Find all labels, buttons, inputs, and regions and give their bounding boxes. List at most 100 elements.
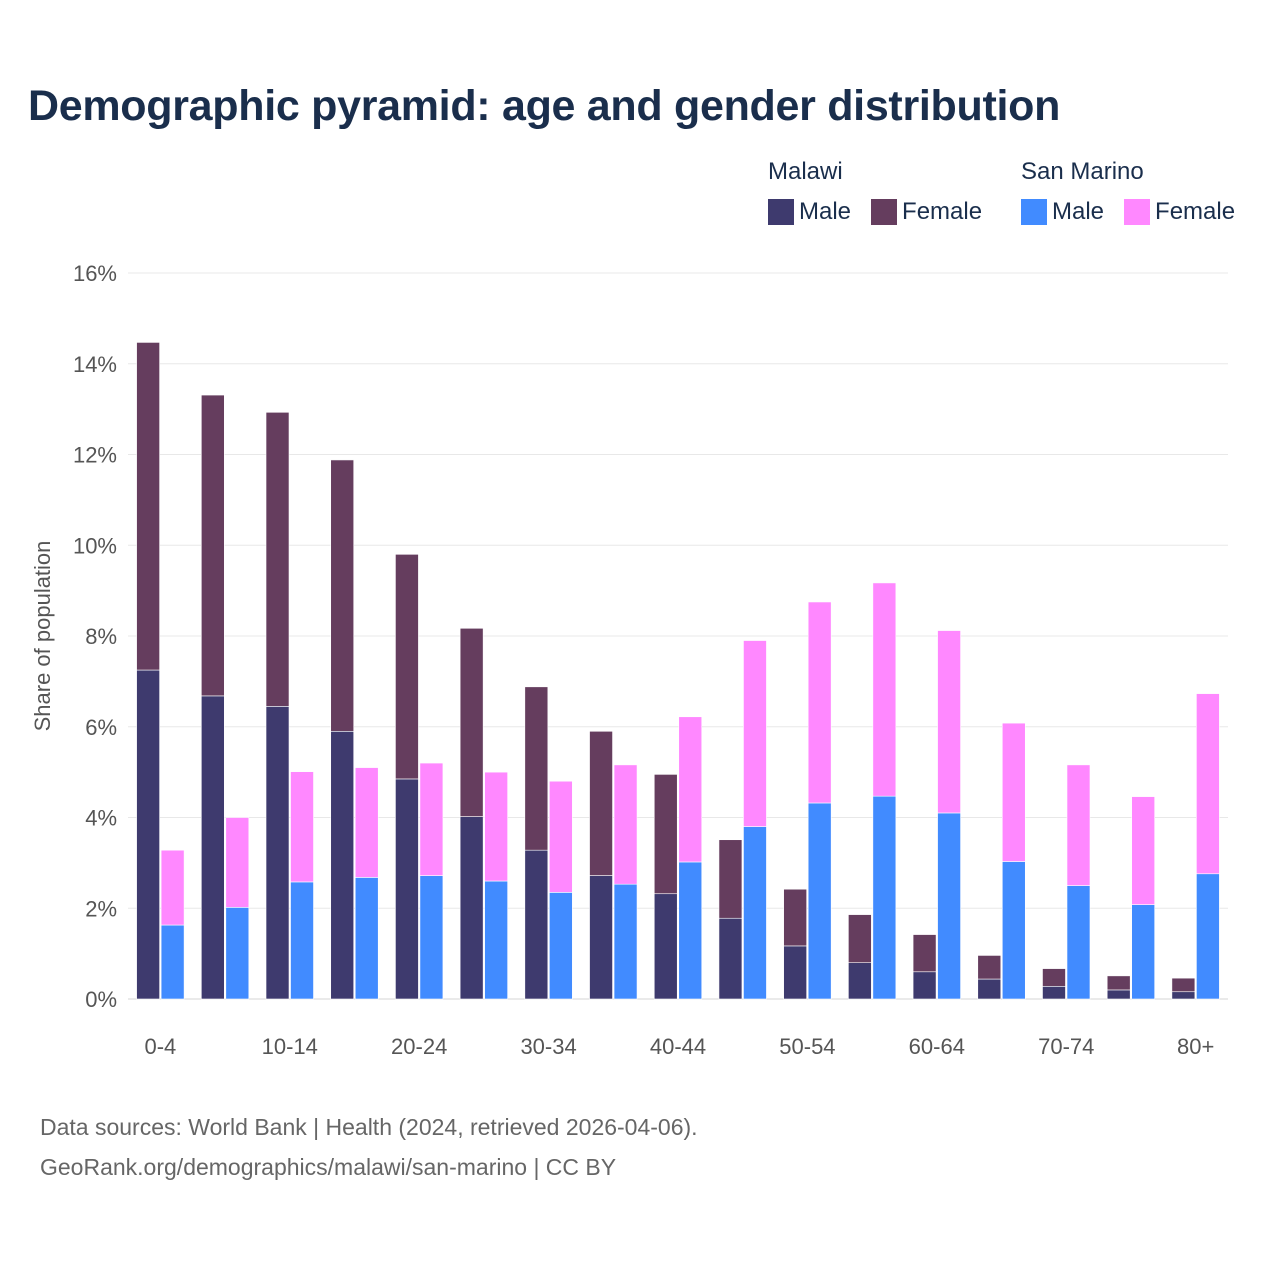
bar-san-marino-female[interactable]: [290, 771, 314, 883]
bar-san-marino-female[interactable]: [807, 601, 832, 804]
footer-credit: GeoRank.org/demographics/malawi/san-mari…: [40, 1154, 617, 1180]
bar-san-marino-female[interactable]: [419, 762, 444, 876]
legend-label: Male: [799, 198, 852, 225]
legend-item-san-marino-male[interactable]: Male: [1021, 198, 1104, 226]
y-tick-label: 16%: [73, 261, 117, 286]
bar-malawi-male[interactable]: [201, 695, 225, 1000]
legend-item-malawi-male[interactable]: Male: [768, 198, 851, 226]
bar-malawi-male[interactable]: [265, 706, 290, 1000]
bar-malawi-male[interactable]: [718, 917, 743, 1000]
bar-malawi-female[interactable]: [1171, 977, 1196, 993]
bar-malawi-male[interactable]: [783, 945, 807, 1000]
bars: [136, 342, 1220, 1000]
bar-san-marino-male[interactable]: [743, 826, 767, 1000]
bar-malawi-male[interactable]: [589, 875, 613, 1000]
bar-malawi-male[interactable]: [977, 978, 1002, 1000]
bar-malawi-female[interactable]: [783, 888, 807, 947]
bar-san-marino-female[interactable]: [354, 767, 379, 878]
bar-malawi-male[interactable]: [912, 971, 937, 1000]
bar-malawi-female[interactable]: [395, 554, 419, 780]
bar-san-marino-female[interactable]: [872, 582, 897, 797]
bar-san-marino-female[interactable]: [613, 764, 638, 885]
bar-malawi-male[interactable]: [395, 778, 419, 1000]
bar-malawi-female[interactable]: [848, 914, 872, 963]
y-tick-label: 12%: [73, 443, 117, 468]
x-tick-label: 50-54: [779, 1034, 835, 1059]
bar-malawi-male[interactable]: [1171, 991, 1196, 1000]
bar-malawi-female[interactable]: [912, 934, 937, 973]
y-tick-label: 2%: [85, 896, 117, 921]
bar-san-marino-female[interactable]: [1131, 796, 1155, 905]
bar-malawi-female[interactable]: [136, 342, 160, 671]
bar-san-marino-male[interactable]: [484, 880, 508, 1000]
bar-malawi-female[interactable]: [201, 394, 225, 697]
bar-san-marino-female[interactable]: [549, 780, 573, 893]
bar-san-marino-female[interactable]: [743, 640, 767, 827]
bar-san-marino-male[interactable]: [419, 875, 444, 1000]
legend-group-malawi: Malawi Male Female: [768, 156, 1002, 226]
bar-malawi-male[interactable]: [653, 893, 678, 1000]
bar-san-marino-male[interactable]: [549, 892, 573, 1000]
legend-label: Female: [902, 198, 983, 225]
bar-san-marino-male[interactable]: [937, 812, 961, 1000]
bar-malawi-male[interactable]: [1106, 989, 1131, 1000]
x-tick-label: 10-14: [262, 1034, 318, 1059]
bar-san-marino-male[interactable]: [225, 907, 250, 1000]
legend-swatch: [871, 199, 898, 225]
x-tick-label: 20-24: [391, 1034, 447, 1059]
bar-san-marino-male[interactable]: [354, 877, 379, 1000]
bar-malawi-female[interactable]: [589, 730, 613, 876]
bar-san-marino-male[interactable]: [290, 881, 314, 1000]
bar-san-marino-female[interactable]: [1066, 764, 1091, 886]
bar-malawi-female[interactable]: [1106, 975, 1131, 991]
bar-san-marino-male[interactable]: [807, 802, 832, 1000]
bar-malawi-female[interactable]: [459, 627, 484, 817]
legend-swatch: [1124, 199, 1151, 225]
bar-malawi-male[interactable]: [848, 962, 872, 1000]
bar-san-marino-male[interactable]: [1131, 904, 1155, 1000]
bar-malawi-female[interactable]: [653, 774, 678, 895]
bar-malawi-male[interactable]: [524, 849, 549, 1000]
bar-malawi-female[interactable]: [265, 412, 290, 707]
y-tick-label: 6%: [85, 715, 117, 740]
bar-malawi-female[interactable]: [524, 686, 549, 851]
x-tick-label: 30-34: [520, 1034, 576, 1059]
bar-malawi-female[interactable]: [1042, 968, 1066, 987]
bar-malawi-male[interactable]: [330, 730, 355, 1000]
y-axis-ticks: 0% 2% 4% 6% 8% 10% 12% 14% 16%: [73, 261, 117, 1012]
bar-malawi-male[interactable]: [136, 669, 160, 1000]
bar-malawi-female[interactable]: [977, 955, 1002, 980]
bar-san-marino-female[interactable]: [1196, 693, 1220, 875]
legend-swatch: [768, 199, 794, 225]
x-tick-label: 40-44: [650, 1034, 706, 1059]
bar-san-marino-female[interactable]: [225, 817, 250, 908]
bar-san-marino-male[interactable]: [1196, 873, 1220, 1000]
legend-item-malawi-female[interactable]: Female: [871, 198, 982, 226]
bar-malawi-female[interactable]: [718, 839, 743, 919]
y-tick-label: 10%: [73, 533, 117, 558]
bar-san-marino-female[interactable]: [937, 630, 961, 814]
bar-san-marino-male[interactable]: [160, 924, 185, 1000]
bar-san-marino-male[interactable]: [613, 883, 638, 1000]
legend-group-title: Malawi: [768, 158, 843, 185]
bar-san-marino-female[interactable]: [678, 716, 703, 863]
bar-san-marino-female[interactable]: [484, 771, 508, 882]
bar-san-marino-female[interactable]: [1001, 722, 1026, 862]
bar-san-marino-male[interactable]: [872, 795, 897, 1000]
bar-san-marino-male[interactable]: [678, 861, 703, 1000]
bar-san-marino-male[interactable]: [1066, 885, 1091, 1000]
bar-malawi-female[interactable]: [330, 459, 355, 732]
x-tick-label: 0-4: [144, 1034, 176, 1059]
x-tick-label: 80+: [1177, 1034, 1214, 1059]
legend-group-title: San Marino: [1021, 158, 1144, 185]
bar-san-marino-female[interactable]: [160, 849, 185, 926]
legend-item-san-marino-female[interactable]: Female: [1124, 198, 1235, 226]
bar-malawi-male[interactable]: [459, 816, 484, 1000]
chart-plot: 0% 2% 4% 6% 8% 10% 12% 14% 16% 0-4 10-14 20-24 30-3…: [30, 261, 1228, 1059]
footer-source: Data sources: World Bank | Health (2024,…: [40, 1114, 698, 1140]
bar-malawi-male[interactable]: [1042, 985, 1066, 1000]
x-axis-ticks: 0-4 10-14 20-24 30-34 40-44 50-54 60-64 70-74 80…: [144, 1034, 1214, 1059]
chart-title: Demographic pyramid: age and gender dist…: [28, 82, 1061, 130]
bar-san-marino-male[interactable]: [1001, 861, 1026, 1000]
y-axis-label: Share of population: [30, 541, 55, 732]
